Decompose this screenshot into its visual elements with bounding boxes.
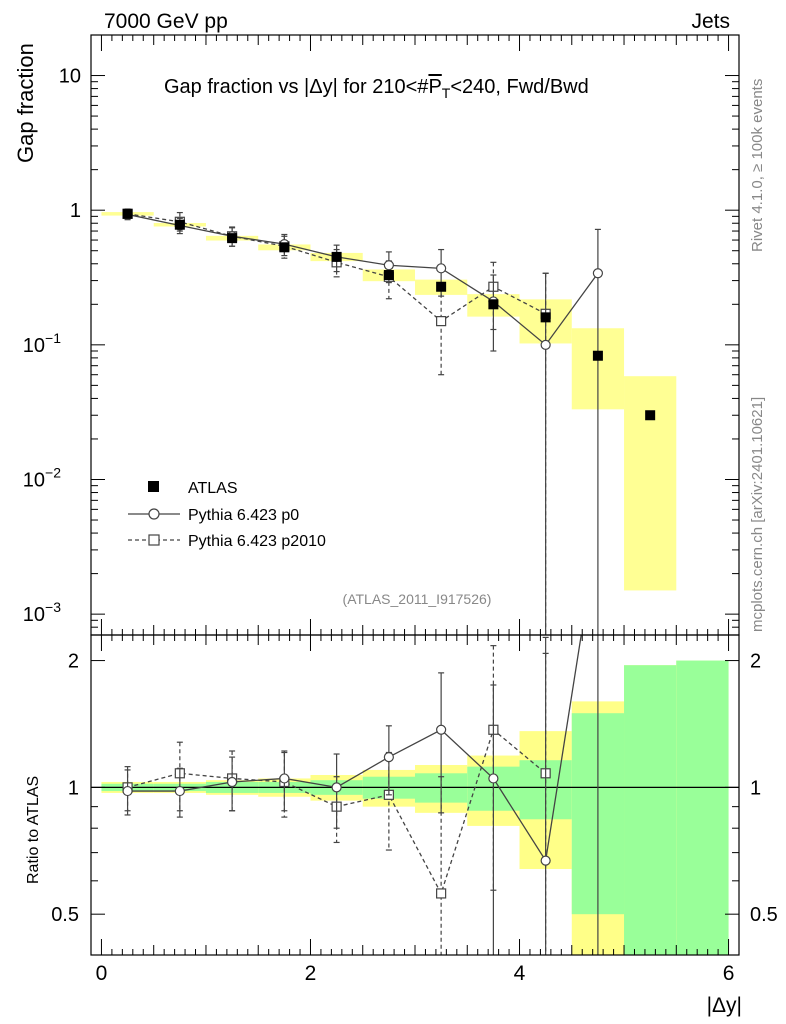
ratio-band-stat (676, 660, 729, 955)
p2010-ratio-point (436, 888, 447, 899)
header-right: Jets (691, 10, 730, 33)
p2010-line (127, 213, 546, 322)
y-tick-base: 10 (23, 604, 45, 626)
y-tick-label: 10−2 (23, 464, 61, 491)
y-tick-label: 10−1 (23, 330, 61, 357)
title-p: P (428, 76, 441, 98)
atlas-point (383, 270, 394, 281)
atlas-point (436, 281, 447, 292)
y-tick-base: 10 (23, 335, 45, 357)
legend-marker-p2010 (148, 534, 160, 546)
atlas-point (540, 312, 551, 323)
rivet-label: Rivet 4.1.0, ≥ 100k events (749, 79, 766, 252)
ratio-tick-label: 0.5 (51, 904, 79, 926)
p0-ratio-point (488, 773, 499, 784)
p0-ratio-line (127, 635, 582, 863)
x-tick-label: 4 (514, 962, 526, 985)
legend-label-p2010: Pythia 6.423 p2010 (188, 533, 326, 550)
y-tick-label: 10−3 (23, 599, 61, 626)
header-left: 7000 GeV pp (104, 10, 228, 33)
analysis-tag: (ATLAS_2011_I917526) (343, 591, 492, 607)
atlas-point (331, 251, 342, 262)
y-tick-exp: −2 (45, 464, 61, 480)
title-sub: T (442, 85, 451, 101)
ratio-tick-label: 1 (68, 777, 79, 799)
atlas-point (488, 299, 499, 310)
p0-ratio-point (331, 782, 342, 793)
p0-point (436, 263, 447, 274)
ratio-tick-label: 2 (68, 651, 79, 673)
x-tick-label: 2 (305, 962, 317, 985)
y-tick-base: 10 (23, 469, 45, 491)
atlas-point (279, 242, 290, 253)
y-tick-base: 1 (70, 200, 81, 222)
x-tick-label: 0 (96, 962, 108, 985)
p0-point (383, 260, 394, 271)
ratio-tick-label-right: 1 (750, 777, 761, 799)
p0-ratio-point (383, 751, 394, 763)
legend-label-p0: Pythia 6.423 p0 (188, 507, 299, 524)
y-tick-label: 10 (59, 66, 81, 88)
p0-ratio-point (540, 855, 551, 866)
atlas-point (592, 350, 603, 361)
main-series (122, 208, 656, 635)
p2010-ratio-line (127, 728, 547, 896)
y-tick-base: 10 (59, 66, 81, 88)
ratio-bands (101, 660, 729, 955)
ratio-axis-label: Ratio to ATLAS (25, 776, 42, 884)
main-band-total (624, 376, 677, 591)
atlas-point (122, 208, 133, 219)
legend: ATLAS Pythia 6.423 p0 Pythia 6.423 p2010 (128, 480, 326, 550)
ratio-tick-label-right: 2 (750, 651, 761, 673)
ratio-band-stat (624, 665, 677, 955)
atlas-point (227, 233, 238, 244)
x-tick-label: 6 (723, 962, 735, 985)
legend-label-atlas: ATLAS (188, 480, 238, 497)
p0-ratio-point (279, 773, 290, 784)
p0-ratio-point (122, 785, 133, 797)
y-axis-label: Gap fraction (13, 43, 38, 163)
legend-marker-p0 (148, 508, 160, 520)
p0-ratio-point (436, 724, 447, 735)
ratio-series (122, 635, 599, 955)
y-tick-label: 1 (70, 200, 81, 222)
p0-point (540, 339, 551, 350)
title-post: <240, Fwd/Bwd (450, 76, 588, 98)
atlas-point (174, 219, 185, 230)
ratio-frame (90, 634, 740, 956)
p0-ratio-point (174, 785, 185, 797)
title-pre: Gap fraction vs |Δy| for 210<# (164, 76, 429, 98)
y-tick-exp: −3 (45, 599, 61, 615)
y-tick-exp: −1 (45, 330, 61, 346)
chart-title: Gap fraction vs |Δy| for 210<#PT<240, Fw… (164, 76, 589, 101)
p0-ratio-point (226, 776, 238, 788)
p0-point (592, 268, 604, 279)
p0-line (127, 213, 599, 346)
ratio-tick-label-right: 0.5 (750, 904, 778, 926)
mcplots-label: mcplots.cern.ch [arXiv:2401.10621] (749, 397, 766, 632)
p2010-point (436, 316, 447, 327)
atlas-point (645, 410, 656, 421)
x-axis-label: |Δy| (707, 994, 742, 1017)
legend-marker-atlas (148, 481, 159, 492)
